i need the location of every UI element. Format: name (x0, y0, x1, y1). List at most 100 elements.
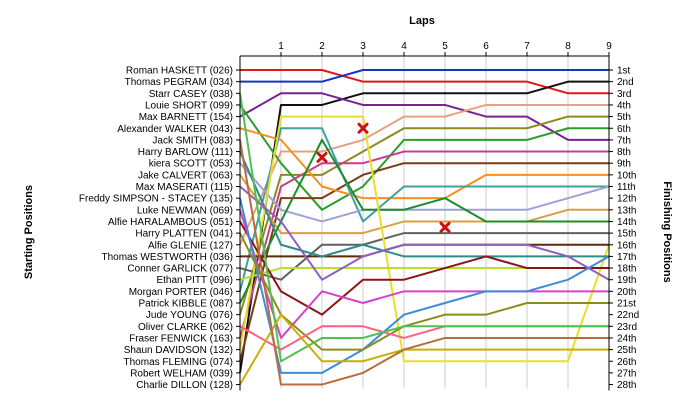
start-position-label: Roman HASKETT (026) (126, 66, 233, 77)
left-axis-title: Starting Positions (23, 185, 35, 279)
marker-layer (316, 122, 451, 233)
series-line-15 (239, 232, 609, 281)
series-line-20 (239, 220, 609, 316)
start-position-label: Jack SMITH (083) (152, 135, 233, 146)
series-line-3 (239, 80, 609, 374)
finish-position-label: 16th (617, 240, 636, 251)
series-line-13 (239, 174, 609, 235)
series-line-16 (239, 115, 610, 363)
x-tick-label: 1 (278, 41, 284, 52)
x-tick-label: 4 (401, 41, 407, 52)
finish-position-label: 19th (617, 275, 636, 286)
start-position-label: Thomas PEGRAM (034) (125, 77, 233, 88)
finish-position-label: 28th (617, 380, 636, 391)
start-position-label: Patrick KIBBLE (087) (139, 299, 233, 310)
series-line-12 (239, 162, 610, 223)
start-position-label: Louie SHORT (099) (145, 100, 233, 111)
series-line-26 (239, 93, 609, 363)
start-position-label: Jake CALVERT (063) (138, 170, 233, 181)
series-line-21 (239, 209, 609, 339)
series-line-5 (239, 103, 609, 246)
start-position-label: Alfie HARALAMBOUS (051) (108, 217, 233, 228)
finish-position-label: 8th (617, 147, 631, 158)
label-layer: 1 2 3 4 5 6 7 8 9 Roman HASKETT (026) 1st Thomas PE… (79, 41, 639, 391)
start-position-label: Starr CASEY (038) (149, 89, 233, 100)
start-position-label: Alfie GLENIE (127) (148, 240, 233, 251)
x-tick-label: 8 (565, 41, 571, 52)
finish-position-label: 5th (617, 112, 631, 123)
start-position-label: Conner GARLICK (077) (127, 264, 233, 275)
series-line-24 (239, 232, 609, 351)
finish-position-label: 12th (617, 194, 636, 205)
series-line-22 (239, 185, 610, 281)
series-line-7 (239, 104, 609, 211)
finish-position-label: 27th (617, 368, 636, 379)
start-position-label: Luke NEWMAN (069) (137, 205, 233, 216)
start-position-label: Fraser FENWICK (163) (129, 333, 233, 344)
series-layer (239, 69, 610, 386)
start-position-label: Ethan PITT (096) (156, 275, 233, 286)
start-position-label: Alexander WALKER (043) (117, 124, 233, 135)
finish-position-label: 25th (617, 345, 636, 356)
incident-marker (316, 151, 328, 163)
series-line-17 (240, 243, 609, 258)
series-line-11 (239, 127, 609, 292)
finish-position-label: 2nd (617, 77, 634, 88)
start-position-label: Charlie DILLON (128) (136, 380, 233, 391)
finish-position-label: 22nd (617, 310, 639, 321)
series-line-28 (239, 139, 609, 386)
start-position-label: Thomas WESTWORTH (036) (102, 252, 234, 263)
finish-position-label: 14th (617, 217, 636, 228)
series-line-6 (239, 115, 609, 315)
start-position-label: Thomas FLEMING (074) (124, 357, 233, 368)
finish-position-label: 4th (617, 100, 631, 111)
x-tick-label: 5 (442, 41, 448, 52)
finish-position-label: 10th (617, 170, 636, 181)
finish-position-label: 9th (617, 159, 631, 170)
series-line-4 (239, 92, 609, 141)
finish-position-label: 21st (617, 299, 636, 310)
series-line-27 (239, 313, 609, 386)
x-tick-label: 7 (524, 41, 530, 52)
x-axis-title: Laps (409, 15, 435, 27)
start-position-label: Max MASERATI (115) (136, 182, 233, 193)
start-position-label: Morgan PORTER (046) (129, 287, 233, 298)
start-position-label: Max BARNETT (154) (139, 112, 233, 123)
series-line-14 (239, 138, 609, 304)
incident-marker (357, 122, 369, 134)
finish-position-label: 18th (617, 264, 636, 275)
finish-position-label: 3rd (617, 89, 631, 100)
start-position-label: Robert WELHAM (039) (130, 368, 233, 379)
axis-layer (236, 52, 613, 391)
x-tick-label: 9 (606, 41, 612, 52)
start-position-label: Harry PLATTEN (041) (135, 229, 233, 240)
start-position-label: Shaun DAVIDSON (132) (124, 345, 233, 356)
series-line-2 (240, 69, 609, 83)
finish-position-label: 13th (617, 205, 636, 216)
finish-position-label: 23rd (617, 322, 637, 333)
finish-position-label: 15th (617, 229, 636, 240)
x-tick-label: 2 (319, 41, 325, 52)
series-line-8 (239, 150, 609, 339)
start-position-label: Jude YOUNG (076) (146, 310, 233, 321)
finish-position-label: 1st (617, 66, 631, 77)
finish-position-label: 7th (617, 135, 631, 146)
start-position-label: kiera SCOTT (053) (149, 159, 233, 170)
start-position-label: Freddy SIMPSON - STACEY (135) (79, 194, 233, 205)
finish-position-label: 26th (617, 357, 636, 368)
finish-position-label: 17th (617, 252, 636, 263)
finish-position-label: 24th (617, 333, 636, 344)
finish-position-label: 6th (617, 124, 631, 135)
right-axis-title: Finishing Positions (661, 181, 673, 282)
series-line-9 (239, 162, 609, 362)
x-tick-label: 3 (360, 41, 366, 52)
finish-position-label: 11th (617, 182, 636, 193)
x-tick-label: 6 (483, 41, 489, 52)
series-line-10 (239, 127, 609, 200)
start-position-label: Harry BARLOW (111) (138, 147, 233, 158)
series-line-23 (239, 197, 610, 374)
incident-marker (439, 221, 451, 233)
finish-position-label: 20th (617, 287, 636, 298)
start-position-label: Oliver CLARKE (062) (138, 322, 233, 333)
